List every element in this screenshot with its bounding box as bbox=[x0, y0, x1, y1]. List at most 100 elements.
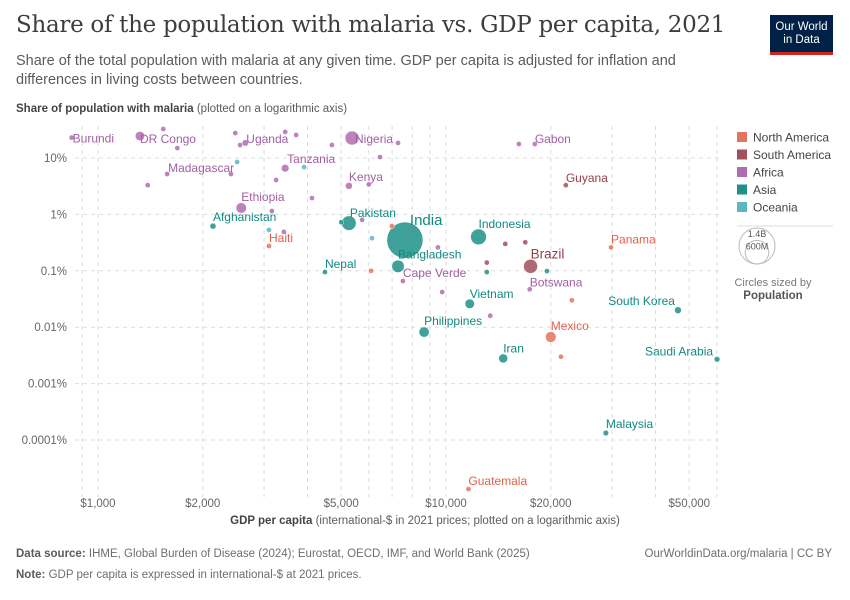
legend-swatch bbox=[737, 149, 747, 160]
size-legend-large-label: 1.4B bbox=[748, 229, 767, 239]
data-point-panama bbox=[608, 244, 614, 251]
point-label: Gabon bbox=[535, 132, 571, 146]
legend-item-south-america[interactable]: South America bbox=[737, 148, 831, 162]
data-point bbox=[301, 164, 307, 170]
data-point bbox=[389, 223, 395, 229]
size-legend-caption: Circles sized by bbox=[734, 277, 812, 289]
legend-swatch bbox=[737, 132, 747, 142]
y-tick-label: 0.1% bbox=[41, 266, 67, 278]
data-point bbox=[329, 142, 335, 148]
data-point bbox=[144, 182, 151, 189]
data-point bbox=[544, 268, 550, 274]
x-tick-label: $2,000 bbox=[185, 498, 220, 510]
data-point bbox=[522, 239, 529, 246]
data-point bbox=[160, 126, 167, 132]
data-point bbox=[365, 181, 372, 188]
legend-label: South America bbox=[753, 148, 831, 162]
data-point bbox=[368, 267, 374, 274]
point-label: Guatemala bbox=[468, 474, 527, 488]
data-point-brazil bbox=[523, 259, 538, 274]
source-url-link[interactable]: OurWorldinData.org/malaria | CC BY bbox=[644, 548, 832, 560]
data-point-dr-congo bbox=[135, 131, 145, 141]
data-point-guyana bbox=[562, 182, 569, 189]
point-label: Bangladesh bbox=[398, 247, 461, 261]
data-point-burundi bbox=[68, 134, 75, 141]
data-point bbox=[483, 259, 490, 266]
note-label: Note: bbox=[16, 569, 46, 581]
legend-label: Africa bbox=[753, 166, 784, 180]
y-tick-label: 1% bbox=[50, 209, 67, 221]
point-label: Iran bbox=[503, 341, 524, 355]
data-point bbox=[273, 177, 279, 183]
data-point-gabon bbox=[531, 141, 538, 147]
legend-item-asia[interactable]: Asia bbox=[737, 183, 777, 197]
data-point bbox=[309, 195, 315, 201]
data-point-madagascar bbox=[164, 171, 170, 177]
point-label: South Korea bbox=[608, 294, 675, 308]
point-label: Botswana bbox=[530, 275, 583, 289]
point-label: Afghanistan bbox=[213, 210, 276, 224]
data-point-south-korea bbox=[674, 306, 682, 314]
data-point bbox=[435, 244, 441, 251]
data-point bbox=[569, 297, 575, 304]
legend-item-africa[interactable]: Africa bbox=[737, 166, 784, 180]
y-tick-label: 0.001% bbox=[28, 379, 67, 391]
data-point-mexico bbox=[545, 331, 557, 343]
axis-ticks: 10% 1% 0.1% 0.01% 0.001% 0.0001% $1,000 $2,000 $… bbox=[22, 153, 710, 510]
x-axis-label: GDP per capita (international-$ in 2021 … bbox=[0, 515, 850, 527]
data-point bbox=[338, 219, 345, 225]
legend: North America South America Africa Asia Ocea… bbox=[734, 131, 833, 302]
data-point bbox=[232, 130, 239, 136]
data-point-india bbox=[386, 221, 424, 259]
data-point-afghanistan bbox=[209, 222, 217, 230]
data-point bbox=[293, 132, 299, 138]
legend-label: Asia bbox=[753, 183, 777, 197]
data-points bbox=[68, 126, 721, 492]
source-label: Data source: bbox=[16, 548, 86, 560]
legend-label: North America bbox=[753, 131, 829, 145]
point-label: India bbox=[410, 212, 443, 229]
data-source: Data source: IHME, Global Burden of Dise… bbox=[16, 548, 530, 560]
x-tick-label: $10,000 bbox=[425, 498, 467, 510]
data-point bbox=[174, 145, 181, 151]
point-label: Malaysia bbox=[606, 417, 654, 431]
x-tick-label: $20,000 bbox=[530, 498, 572, 510]
logo-line-2: in Data bbox=[783, 33, 820, 46]
y-tick-label: 0.0001% bbox=[22, 435, 67, 447]
point-label: Vietnam bbox=[470, 287, 514, 301]
point-label: Cape Verde bbox=[403, 266, 467, 280]
point-label: DR Congo bbox=[140, 132, 196, 146]
data-point bbox=[269, 208, 275, 214]
y-axis-label-rest: (plotted on a logarithmic axis) bbox=[196, 103, 348, 115]
chart-title: Share of the population with malaria vs.… bbox=[16, 12, 726, 38]
legend-item-north-america[interactable]: North America bbox=[737, 131, 829, 145]
y-axis-label: Share of population with malaria (plotte… bbox=[16, 103, 347, 115]
data-point-philippines bbox=[418, 326, 430, 338]
legend-item-oceania[interactable]: Oceania bbox=[737, 201, 798, 215]
legend-swatch bbox=[737, 202, 747, 212]
legend-swatch bbox=[737, 184, 747, 195]
data-point-botswana bbox=[526, 286, 533, 293]
data-point bbox=[516, 141, 522, 147]
point-label: Panama bbox=[611, 232, 656, 246]
legend-swatch bbox=[737, 167, 747, 177]
data-point bbox=[282, 129, 289, 135]
data-point-tanzania bbox=[281, 164, 290, 173]
y-axis-label-bold: Share of population with malaria bbox=[16, 103, 194, 115]
data-point-vietnam bbox=[464, 298, 475, 309]
x-tick-label: $50,000 bbox=[668, 498, 710, 510]
point-label: Burundi bbox=[73, 132, 114, 146]
data-point-indonesia bbox=[470, 228, 487, 246]
point-label: Mexico bbox=[551, 319, 589, 333]
data-point bbox=[359, 217, 365, 223]
owid-logo[interactable]: Our World in Data bbox=[770, 15, 833, 55]
data-point bbox=[234, 159, 240, 165]
note: Note: GDP per capita is expressed in int… bbox=[16, 569, 362, 581]
x-tick-label: $1,000 bbox=[80, 498, 115, 510]
data-point-kenya bbox=[345, 182, 353, 190]
point-label: Guyana bbox=[566, 171, 608, 185]
point-label: Saudi Arabia bbox=[645, 344, 713, 358]
data-point bbox=[377, 154, 383, 160]
data-point bbox=[487, 312, 494, 319]
